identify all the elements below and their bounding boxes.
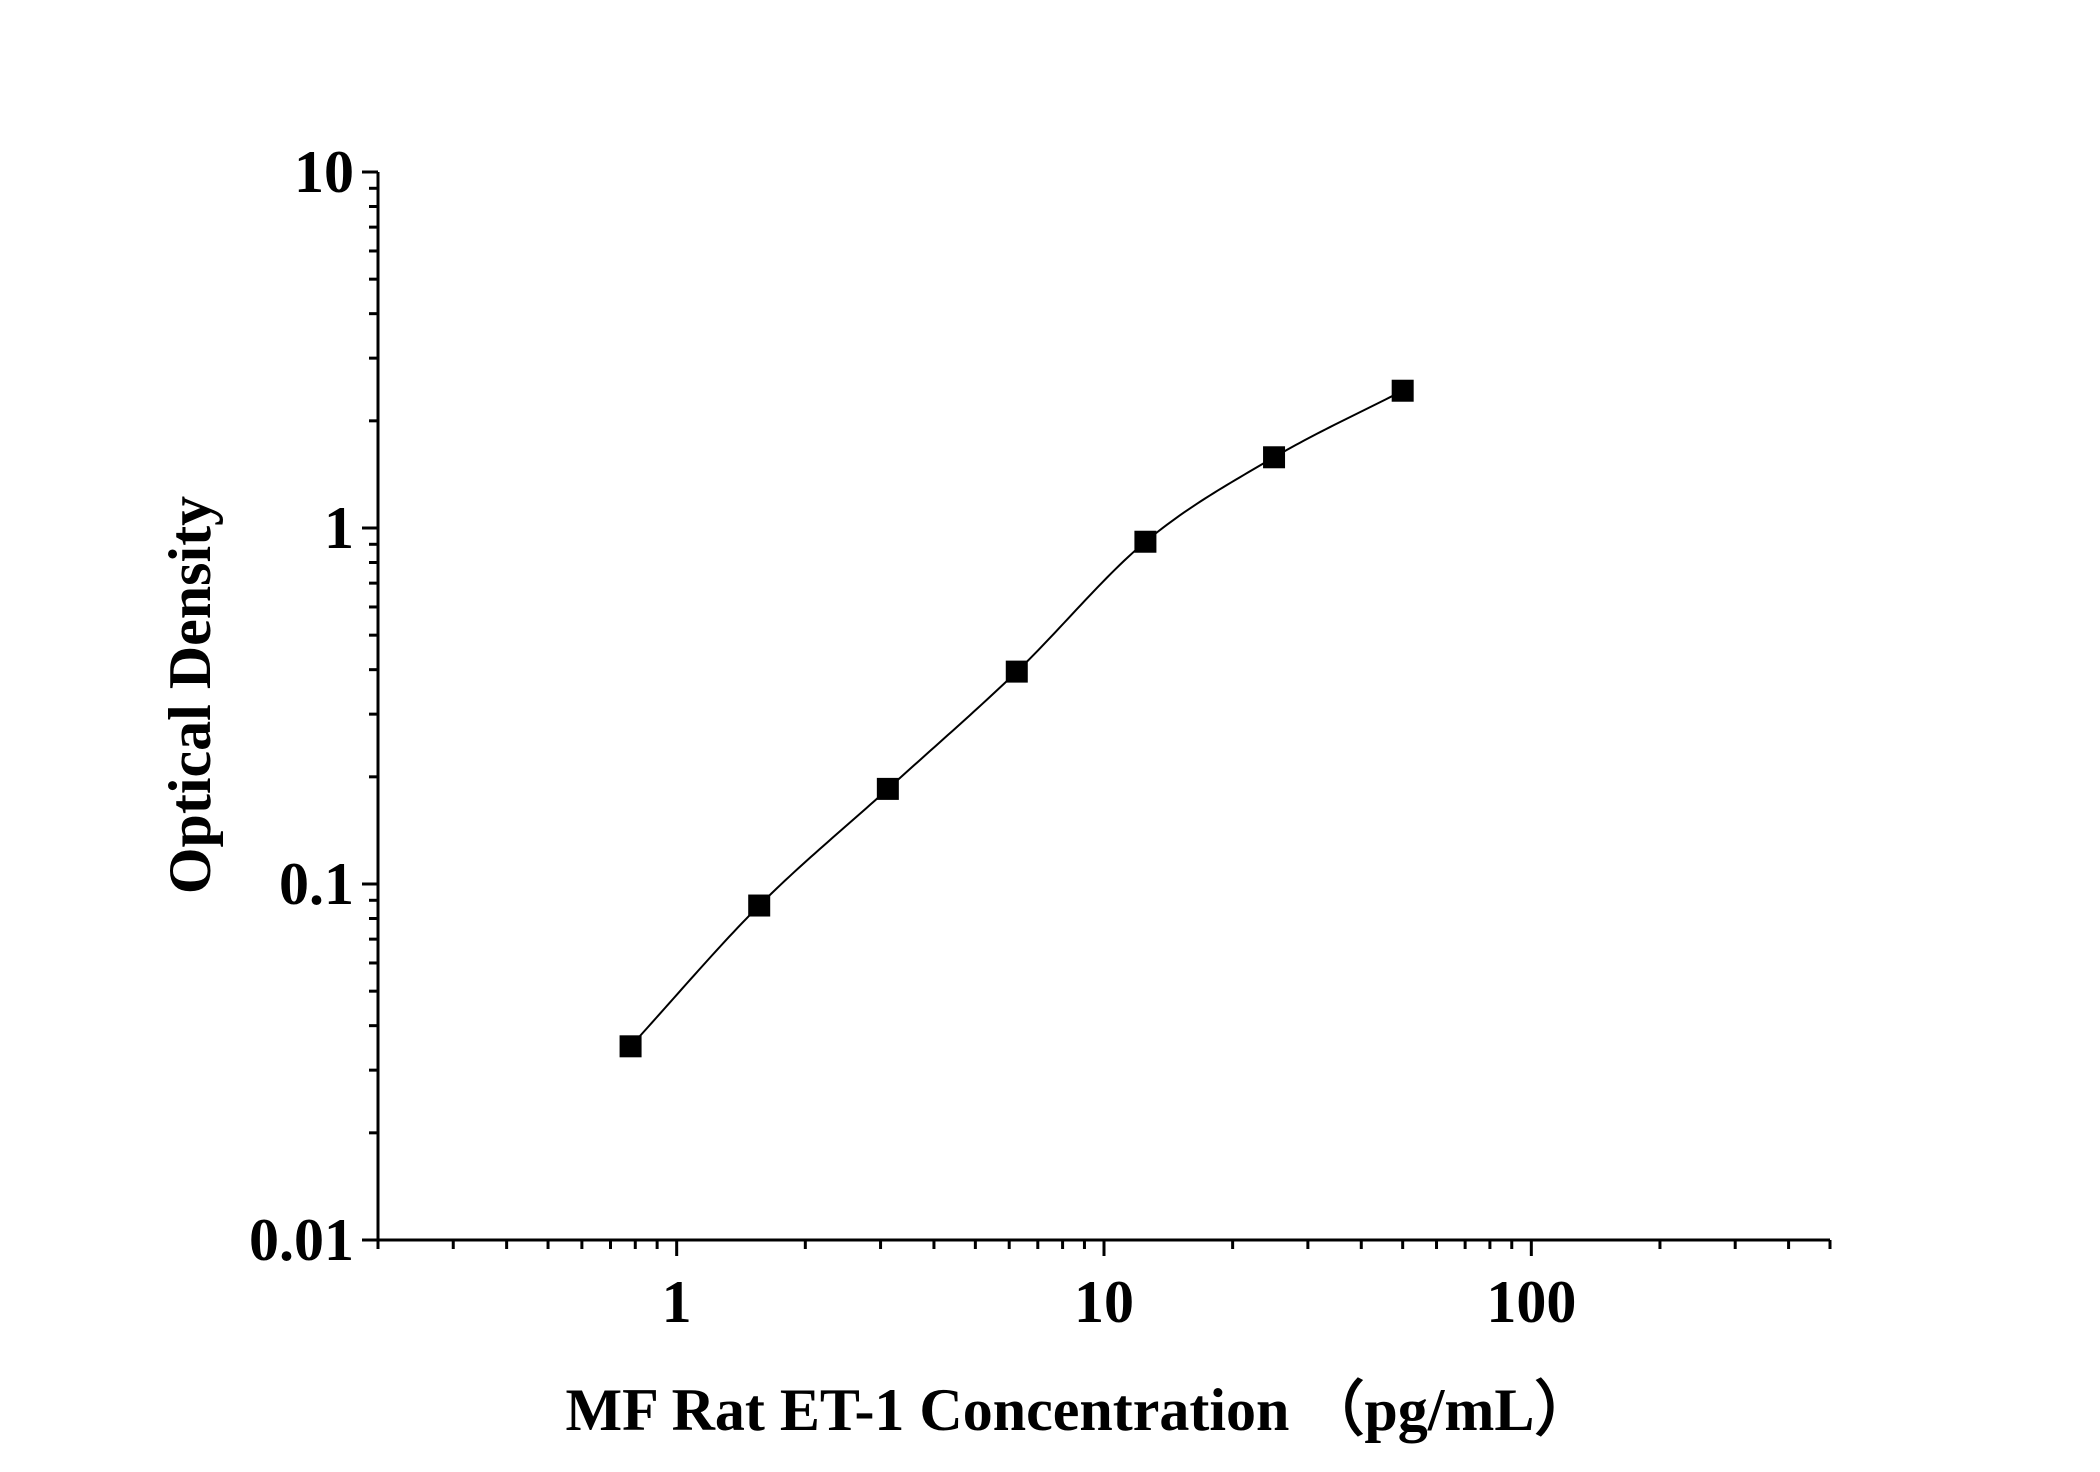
fit-curve-layer — [629, 389, 1404, 1047]
data-point — [1263, 446, 1286, 469]
y-tick-label: 0.01 — [249, 1207, 354, 1273]
data-point — [1005, 660, 1028, 683]
x-tick-label: 100 — [1486, 1269, 1576, 1335]
x-tick-label: 1 — [662, 1269, 692, 1335]
y-axis-title: Optical Density — [157, 496, 223, 894]
data-point — [1134, 530, 1157, 553]
x-axis-title: MF Rat ET-1 Concentration （pg/mL） — [566, 1376, 1595, 1443]
data-point — [876, 777, 899, 800]
data-point — [748, 894, 771, 917]
axes: 1 10 100 0.01 0.1 1 10 — [249, 139, 1832, 1335]
y-tick-label: 0.1 — [279, 851, 354, 917]
y-tick-label: 10 — [294, 139, 354, 205]
data-point — [1391, 379, 1414, 402]
y-tick-label: 1 — [324, 495, 354, 561]
x-tick-label: 10 — [1074, 1269, 1134, 1335]
data-point — [619, 1035, 642, 1058]
data-points — [619, 379, 1414, 1058]
fit-curve — [629, 389, 1404, 1047]
